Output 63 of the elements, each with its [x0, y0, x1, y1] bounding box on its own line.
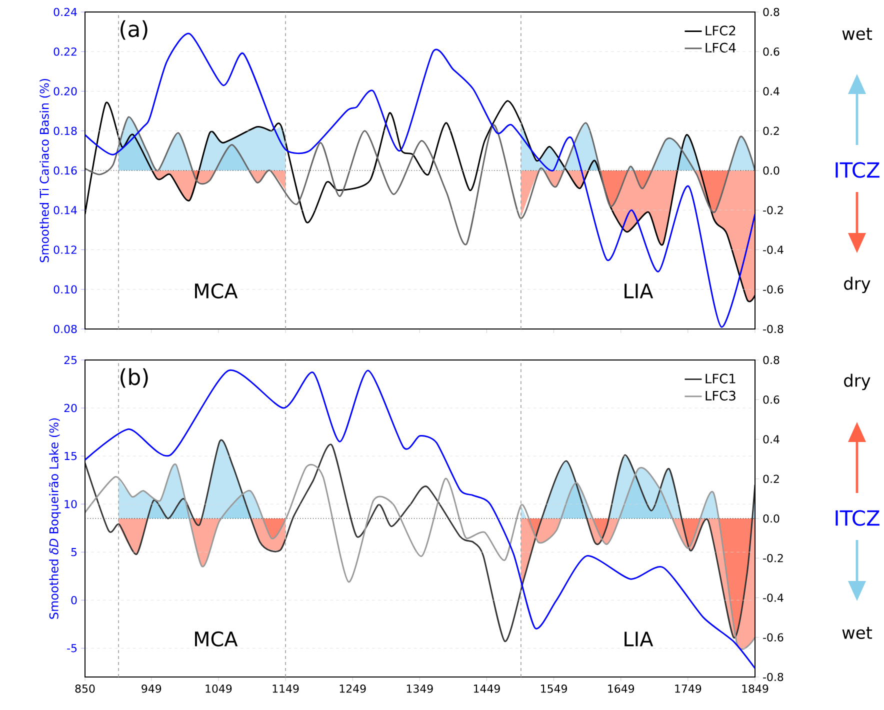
- y2-tick-label: 0.0: [763, 514, 780, 523]
- y2-tick-label: 0.6: [763, 395, 780, 404]
- y2-tick-label: 0.4: [763, 435, 780, 444]
- x-tick-label: 1649: [608, 684, 634, 693]
- x-tick-label: 1149: [272, 684, 299, 693]
- y2-tick-label: 0.8: [763, 8, 780, 16]
- y-tick-label: 15: [64, 452, 77, 460]
- y2-tick-label: 0.2: [763, 126, 779, 135]
- y-tick-label: 5: [71, 548, 77, 556]
- x-tick-label: 949: [142, 684, 162, 693]
- y2-tick-label: -0.6: [763, 285, 784, 294]
- y2-tick-label: -0.2: [763, 206, 783, 214]
- x-tick-label: 1349: [406, 684, 433, 693]
- y-tick-label: 25: [64, 356, 77, 364]
- legend-label: LFC1: [706, 374, 736, 384]
- legend-label: LFC4: [706, 42, 736, 53]
- y2-tick-label: -0.8: [763, 672, 784, 682]
- x-tick-label: 1449: [474, 684, 500, 693]
- x-tick-label: 1749: [675, 684, 702, 693]
- y-tick-label: 0.14: [54, 206, 77, 214]
- y-axis-title: Smoothed δD Boqueirão Lake (%): [48, 418, 61, 619]
- y-tick-label: 20: [64, 404, 77, 412]
- text: ITCZ: [836, 162, 880, 178]
- x-tick-label: 850: [75, 684, 95, 693]
- y-tick-label: 0.08: [54, 324, 77, 334]
- annotation: LIA: [624, 632, 654, 646]
- y2-tick-label: -0.4: [763, 246, 784, 254]
- x-tick-label: 1849: [742, 684, 768, 693]
- y-tick-label: 0.18: [54, 126, 77, 135]
- y-tick-label: 0.22: [54, 47, 76, 56]
- annotation: LIA: [624, 284, 654, 298]
- text: dry: [844, 374, 870, 390]
- legend-label: LFC2: [706, 26, 736, 36]
- x-tick-label: 1049: [206, 684, 232, 693]
- annotation: (b): [120, 368, 148, 388]
- annotation: MCA: [195, 283, 238, 298]
- legend-label: LFC3: [706, 390, 736, 401]
- y2-tick-label: 0.6: [763, 47, 780, 56]
- y-axis-title: Smoothed Ti Cariaco Basin (%): [40, 79, 50, 262]
- y-tick-label: 0.24: [54, 8, 77, 16]
- y2-tick-label: 0.4: [763, 87, 780, 96]
- annotation: (a): [120, 20, 148, 40]
- y-tick-label: 0: [71, 596, 77, 604]
- y2-tick-label: -0.8: [763, 324, 784, 334]
- y-tick-label: 0.16: [54, 166, 77, 175]
- x-tick-label: 1549: [541, 684, 567, 693]
- y2-tick-label: -0.4: [763, 594, 784, 602]
- annotation: MCA: [195, 631, 238, 646]
- text: wet: [842, 626, 872, 640]
- text: dry: [844, 276, 870, 294]
- y2-tick-label: -0.2: [763, 554, 783, 562]
- text: ITCZ: [836, 510, 880, 526]
- y-tick-label: -5: [67, 644, 77, 652]
- y2-tick-label: 0.0: [763, 166, 780, 175]
- text: wet: [842, 28, 872, 40]
- y-tick-label: 0.12: [54, 246, 76, 254]
- y2-tick-label: -0.6: [763, 633, 784, 642]
- x-tick-label: 1249: [340, 684, 366, 693]
- y-tick-label: 0.10: [54, 285, 77, 294]
- y2-tick-label: 0.8: [763, 356, 780, 364]
- y-tick-label: 0.20: [54, 87, 77, 96]
- y2-tick-label: 0.2: [763, 474, 779, 484]
- y-tick-label: 10: [64, 500, 77, 508]
